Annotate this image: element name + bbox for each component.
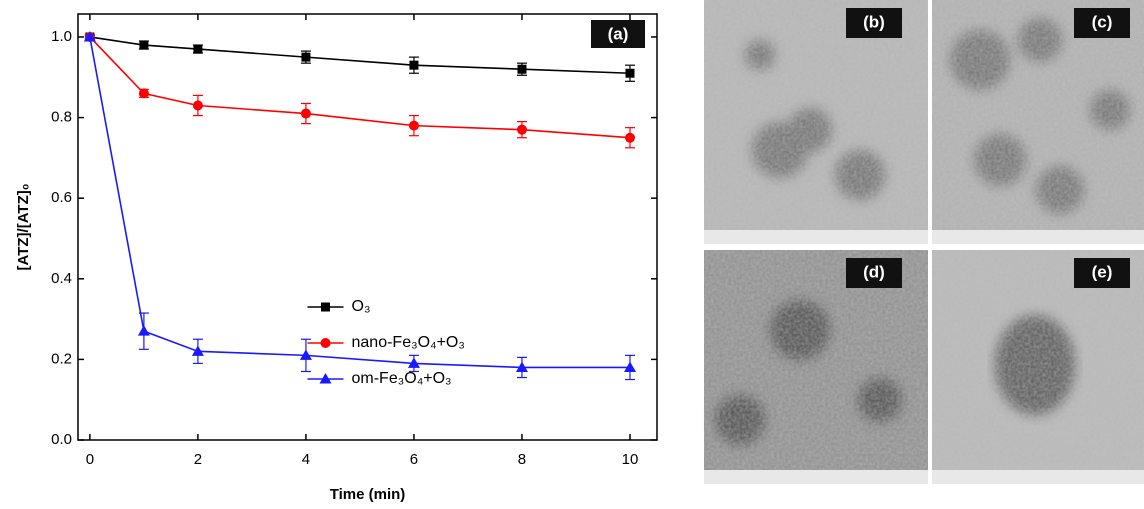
panel-label: (c) bbox=[1074, 8, 1130, 38]
tem-image-e bbox=[932, 250, 1144, 484]
legend-marker bbox=[320, 338, 331, 348]
data-point bbox=[299, 349, 312, 360]
series-line bbox=[89, 36, 630, 369]
x-tick-label: 0 bbox=[86, 451, 94, 468]
legend: O₃ nano-Fe₃O₄+O₃ om-Fe₃O₄+O₃ bbox=[307, 298, 465, 387]
y-tick-label: 0.8 bbox=[51, 109, 72, 126]
data-point bbox=[517, 64, 527, 74]
panel-label: (a) bbox=[591, 20, 645, 48]
data-point bbox=[191, 345, 204, 356]
panel-label: (e) bbox=[1074, 258, 1130, 288]
y-tick-label: 0.4 bbox=[51, 270, 72, 287]
series-line bbox=[89, 36, 631, 139]
series bbox=[83, 30, 636, 381]
data-point bbox=[193, 44, 203, 54]
data-point bbox=[137, 325, 150, 336]
data-point bbox=[83, 30, 96, 42]
y-tick-label: 0.0 bbox=[51, 431, 72, 448]
panel-label: (d) bbox=[846, 258, 902, 288]
tem-image-b bbox=[704, 0, 928, 244]
data-point bbox=[515, 361, 528, 372]
data-point bbox=[516, 124, 527, 135]
series bbox=[84, 31, 635, 149]
data-point bbox=[624, 132, 635, 143]
y-tick-label: 0.6 bbox=[51, 189, 72, 206]
series bbox=[84, 32, 635, 82]
panel-label-box bbox=[1074, 258, 1130, 288]
series-line bbox=[89, 36, 631, 75]
panel-label-text: (c) bbox=[1092, 12, 1113, 31]
y-tick-label: 0.2 bbox=[51, 350, 72, 367]
legend-label: nano-Fe₃O₄+O₃ bbox=[352, 334, 465, 351]
data-point bbox=[192, 100, 203, 111]
data-point bbox=[139, 40, 149, 50]
x-tick-label: 10 bbox=[622, 451, 639, 468]
data-point bbox=[625, 68, 635, 78]
x-tick-label: 6 bbox=[410, 451, 418, 468]
x-tick-label: 8 bbox=[518, 451, 526, 468]
y-tick-label: 1.0 bbox=[51, 28, 72, 45]
tem-image-d bbox=[704, 250, 928, 484]
x-tick-label: 2 bbox=[194, 451, 202, 468]
data-point bbox=[138, 88, 149, 99]
legend-label: O₃ bbox=[352, 298, 371, 315]
data-point bbox=[408, 120, 419, 131]
panel-label-box bbox=[1074, 8, 1130, 38]
x-tick-label: 4 bbox=[302, 451, 310, 468]
panel-label-text: (a) bbox=[608, 24, 629, 43]
y-axis-title: [ATZ]/[ATZ]₀ bbox=[15, 184, 32, 271]
panel-label-box bbox=[846, 8, 902, 38]
legend-marker bbox=[319, 373, 332, 384]
data-point bbox=[407, 357, 420, 368]
x-axis-title: Time (min) bbox=[330, 486, 406, 503]
panel-label-text: (d) bbox=[863, 262, 885, 281]
panel-label-text: (b) bbox=[863, 12, 885, 31]
tem-images bbox=[704, 0, 1144, 484]
plot-frame bbox=[77, 13, 658, 441]
tem-image-c bbox=[932, 0, 1144, 244]
panel-label-box bbox=[846, 258, 902, 288]
legend-marker bbox=[321, 302, 330, 312]
panel-label-box bbox=[591, 20, 645, 48]
panel-label-text: (e) bbox=[1092, 262, 1113, 281]
legend-label: om-Fe₃O₄+O₃ bbox=[352, 370, 452, 387]
panel-label: (b) bbox=[846, 8, 902, 38]
data-point bbox=[301, 52, 311, 62]
data-point bbox=[623, 361, 636, 372]
data-point bbox=[409, 60, 419, 70]
data-point bbox=[300, 108, 311, 119]
